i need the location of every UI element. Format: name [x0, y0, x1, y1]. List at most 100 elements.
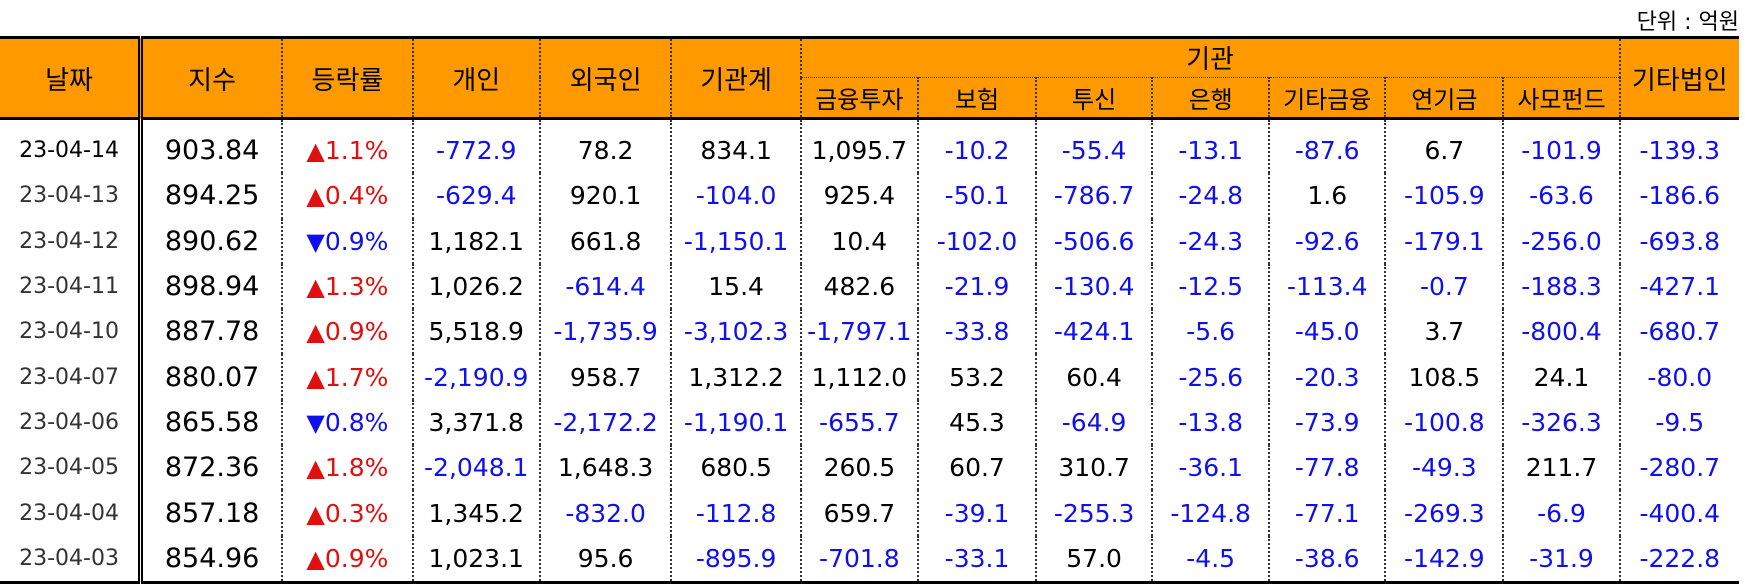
- table-row: 23-04-03 854.96 ▲0.9% 1,023.1 95.6 -895.9 -701…: [0, 535, 1739, 584]
- pension-cell: -0.7: [1384, 263, 1504, 310]
- triangle-down-icon: ▼: [306, 227, 325, 256]
- change-value: 0.9%: [324, 543, 389, 573]
- triangle-up-icon: ▲: [306, 182, 325, 211]
- other-finance-cell: -45.0: [1268, 309, 1386, 355]
- triangle-up-icon: ▲: [306, 454, 325, 483]
- table-row: 23-04-06 865.58 ▼0.8% 3,371.8 -2,172.2 -1,190…: [0, 399, 1739, 446]
- date-cell: 23-04-05: [19, 455, 119, 481]
- header-index: 지수: [138, 36, 283, 120]
- investment-trust-cell: -255.3: [1035, 490, 1153, 536]
- date-cell: 23-04-12: [19, 228, 119, 254]
- header-institution-total: 기관계: [670, 36, 801, 120]
- bank-cell: -13.1: [1151, 118, 1270, 174]
- table-row: 23-04-12 890.62 ▼0.9% 1,182.1 661.8 -1,150.1 1…: [0, 218, 1739, 264]
- change-value: 0.9%: [324, 226, 389, 256]
- date-cell: 23-04-10: [19, 319, 119, 345]
- institution-total-cell: -3,102.3: [670, 309, 801, 355]
- institution-total-cell: -104.0: [670, 173, 801, 219]
- private-fund-cell: -800.4: [1502, 309, 1620, 355]
- change-value: 1.1%: [324, 136, 389, 166]
- other-finance-cell: -38.6: [1268, 535, 1386, 584]
- header-change: 등락률: [281, 36, 413, 120]
- header-date: 날짜: [0, 36, 141, 120]
- other-corp-cell: -9.5: [1618, 399, 1739, 446]
- table-header: 날짜 지수 등락률 개인 외국인 기관계 기관 기타법인 금융투자 보험 투신 …: [0, 36, 1739, 121]
- table-row: 23-04-11 898.94 ▲1.3% 1,026.2 -614.4 15.4 482.…: [0, 263, 1739, 310]
- financial-investment-cell: -655.7: [799, 399, 918, 446]
- date-cell: 23-04-07: [19, 364, 119, 390]
- bank-cell: -13.8: [1151, 399, 1270, 446]
- pension-cell: 108.5: [1384, 354, 1504, 400]
- insurance-cell: -21.9: [916, 263, 1037, 310]
- other-finance-cell: -77.8: [1268, 445, 1386, 491]
- pension-cell: -49.3: [1384, 445, 1504, 491]
- financial-investment-cell: 925.4: [799, 173, 918, 219]
- financial-investment-cell: -1,797.1: [799, 309, 918, 355]
- insurance-cell: -50.1: [916, 173, 1037, 219]
- header-other-finance: 기타금융: [1268, 77, 1386, 121]
- investment-trust-cell: -424.1: [1035, 309, 1153, 355]
- insurance-cell: -33.1: [916, 535, 1037, 584]
- private-fund-cell: -188.3: [1502, 263, 1620, 310]
- date-cell: 23-04-06: [19, 409, 119, 435]
- financial-investment-cell: 659.7: [799, 490, 918, 536]
- individual-cell: 5,518.9: [411, 309, 540, 355]
- foreign-cell: 95.6: [538, 535, 672, 584]
- change-value: 0.3%: [324, 498, 389, 528]
- index-cell: 898.94: [138, 263, 283, 310]
- change-value: 0.4%: [324, 181, 389, 211]
- bank-cell: -25.6: [1151, 354, 1270, 400]
- table-row: 23-04-05 872.36 ▲1.8% -2,048.1 1,648.3 680.5 2…: [0, 445, 1739, 491]
- foreign-cell: 958.7: [538, 354, 672, 400]
- triangle-up-icon: ▲: [306, 544, 325, 573]
- investment-trust-cell: 57.0: [1035, 535, 1153, 584]
- date-cell: 23-04-03: [0, 535, 141, 584]
- bank-cell: -4.5: [1151, 535, 1270, 584]
- private-fund-cell: 24.1: [1502, 354, 1620, 400]
- financial-investment-cell: -701.8: [799, 535, 918, 584]
- table-row: 23-04-04 857.18 ▲0.3% 1,345.2 -832.0 -112.8 65…: [0, 490, 1739, 536]
- pension-cell: -100.8: [1384, 399, 1504, 446]
- header-insurance: 보험: [916, 77, 1037, 121]
- private-fund-cell: -326.3: [1502, 399, 1620, 446]
- change-cell: ▲0.3%: [281, 490, 413, 536]
- financial-investment-cell: 482.6: [799, 263, 918, 310]
- date-cell: 23-04-14: [19, 138, 119, 164]
- foreign-cell: -2,172.2: [538, 399, 672, 446]
- private-fund-cell: 211.7: [1502, 445, 1620, 491]
- individual-cell: 3,371.8: [411, 399, 540, 446]
- other-finance-cell: -77.1: [1268, 490, 1386, 536]
- table-body: 23-04-14 903.84 ▲1.1% -772.9 78.2 834.1 1,095.…: [0, 118, 1739, 584]
- institution-total-cell: -895.9: [670, 535, 801, 584]
- pension-cell: -142.9: [1384, 535, 1504, 584]
- other-finance-cell: 1.6: [1268, 173, 1386, 219]
- change-cell: ▼0.9%: [281, 218, 413, 264]
- private-fund-cell: -256.0: [1502, 218, 1620, 264]
- change-cell: ▲1.7%: [281, 354, 413, 400]
- other-corp-cell: -400.4: [1618, 490, 1739, 536]
- other-finance-cell: -113.4: [1268, 263, 1386, 310]
- bank-cell: -24.8: [1151, 173, 1270, 219]
- other-corp-cell: -222.8: [1618, 535, 1739, 584]
- insurance-cell: 53.2: [916, 354, 1037, 400]
- foreign-cell: 920.1: [538, 173, 672, 219]
- other-corp-cell: -427.1: [1618, 263, 1739, 310]
- institution-total-cell: 15.4: [670, 263, 801, 310]
- institution-total-cell: 680.5: [670, 445, 801, 491]
- individual-cell: 1,026.2: [411, 263, 540, 310]
- triangle-up-icon: ▲: [306, 273, 325, 302]
- foreign-cell: 661.8: [538, 218, 672, 264]
- individual-cell: 1,182.1: [411, 218, 540, 264]
- financial-investment-cell: 10.4: [799, 218, 918, 264]
- header-foreign: 외국인: [538, 36, 672, 120]
- bank-cell: -36.1: [1151, 445, 1270, 491]
- institution-total-cell: 1,312.2: [670, 354, 801, 400]
- unit-label: 단위 : 억원: [1636, 10, 1739, 35]
- index-cell: 894.25: [138, 173, 283, 219]
- triangle-up-icon: ▲: [306, 499, 325, 528]
- header-private-fund: 사모펀드: [1502, 77, 1620, 121]
- investment-trust-cell: -506.6: [1035, 218, 1153, 264]
- triangle-down-icon: ▼: [306, 408, 325, 437]
- other-corp-cell: -139.3: [1618, 118, 1739, 174]
- individual-cell: -2,048.1: [411, 445, 540, 491]
